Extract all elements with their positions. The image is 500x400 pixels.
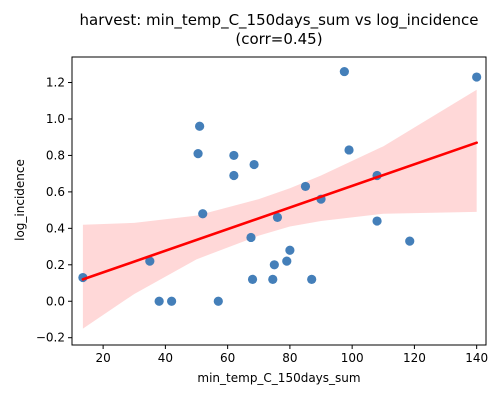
- x-tick-label: 20: [95, 351, 110, 365]
- scatter-point: [193, 149, 203, 159]
- scatter-point: [285, 245, 295, 255]
- scatter-point: [154, 296, 164, 306]
- y-tick-label: 0.2: [46, 258, 65, 272]
- scatter-point: [272, 212, 283, 223]
- scatter-point: [344, 145, 354, 155]
- chart-subtitle: (corr=0.45): [235, 30, 322, 48]
- y-tick-label: 0.6: [46, 185, 65, 199]
- y-tick-label: 0.4: [46, 221, 65, 235]
- scatter-point: [269, 260, 279, 270]
- scatter-point: [405, 236, 415, 246]
- scatter-point: [198, 209, 208, 219]
- scatter-point: [195, 121, 205, 131]
- x-axis-ticks: 20 40 60 80 100 120 140: [95, 345, 488, 365]
- y-axis-label: log_incidence: [13, 159, 27, 241]
- plot-frame: [71, 56, 487, 346]
- y-tick-label: 0.0: [46, 294, 65, 308]
- x-tick-label: 100: [341, 351, 364, 365]
- scatter-point: [300, 181, 311, 192]
- scatter-point: [229, 170, 239, 181]
- scatter-point: [372, 216, 382, 226]
- x-tick-label: 120: [403, 351, 426, 365]
- scatter-point: [472, 72, 482, 82]
- plot-area: [71, 56, 487, 346]
- scatter-point: [145, 256, 155, 266]
- chart-title: harvest: min_temp_C_150days_sum vs log_i…: [80, 11, 479, 30]
- scatter-point: [268, 274, 278, 284]
- regression-line: [81, 141, 478, 281]
- scatter-point: [229, 150, 239, 161]
- scatter-point: [282, 256, 292, 266]
- scatter-point: [247, 274, 258, 284]
- scatter-point: [249, 159, 259, 170]
- x-tick-label: 60: [220, 351, 235, 365]
- x-tick-label: 80: [282, 351, 297, 365]
- x-tick-label: 140: [465, 351, 488, 365]
- y-axis-ticks: −0.2 0.0 0.2 0.4 0.6 0.8 1.0 1.2: [36, 76, 72, 345]
- scatter-point: [339, 66, 349, 77]
- y-tick-label: 0.8: [46, 148, 65, 162]
- regression-line-layer: [81, 141, 478, 281]
- scatter-point: [307, 274, 317, 284]
- scatter-point: [167, 296, 177, 306]
- scatter-point: [213, 296, 223, 306]
- y-tick-label: 1.0: [46, 112, 65, 126]
- y-tick-label: 1.2: [46, 76, 65, 90]
- x-axis-label: min_temp_C_150days_sum: [197, 371, 360, 385]
- scatter-point: [246, 232, 256, 243]
- confidence-band: [82, 89, 477, 329]
- y-tick-label: −0.2: [36, 331, 65, 345]
- x-tick-label: 40: [158, 351, 173, 365]
- confidence-band-layer: [82, 89, 477, 329]
